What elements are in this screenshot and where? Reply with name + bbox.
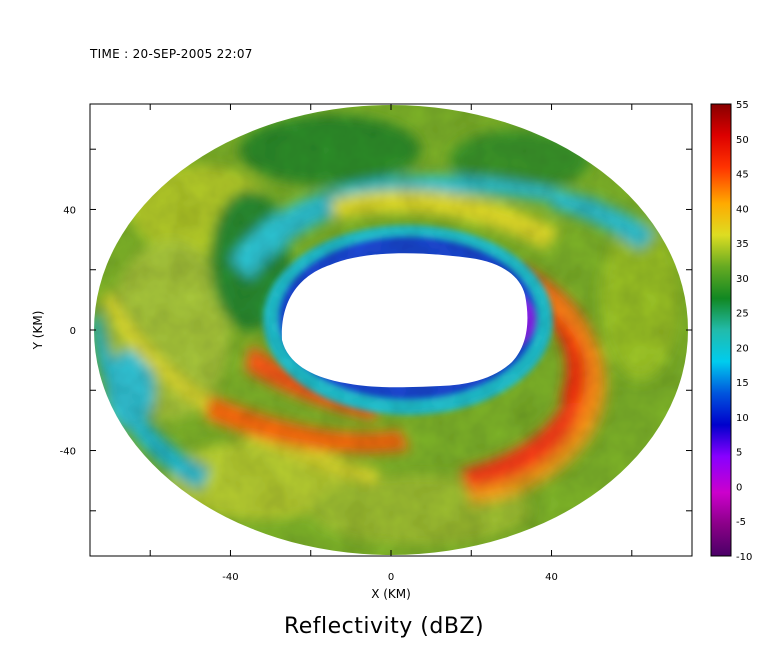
colorbar-label: 50 xyxy=(736,135,749,146)
colorbar-label: 45 xyxy=(736,170,749,181)
colorbar-label: 0 xyxy=(736,482,742,493)
colorbar-label: -5 xyxy=(736,517,746,528)
x-tick-label: 40 xyxy=(545,572,558,583)
colorbar-label: 20 xyxy=(736,343,749,354)
chart-title: Reflectivity (dBZ) xyxy=(283,614,485,639)
time-label: TIME : 20-SEP-2005 22:07 xyxy=(90,47,253,61)
colorbar-label: -10 xyxy=(736,552,752,563)
x-tick-label: 0 xyxy=(388,572,394,583)
y-axis-label: Y (KM) xyxy=(31,311,45,351)
axis-tick-labels: -40 0 40 -40 0 40 xyxy=(60,205,558,583)
colorbar-label: 25 xyxy=(736,309,749,320)
y-tick-label: 40 xyxy=(63,205,76,216)
x-axis-label: X (KM) xyxy=(371,587,411,601)
y-tick-label: 0 xyxy=(70,326,76,337)
colorbar-labels: -10 -5 0 5 10 15 20 25 30 35 40 45 50 55 xyxy=(736,100,752,563)
colorbar-label: 30 xyxy=(736,274,749,285)
axis-ticks xyxy=(90,104,692,556)
colorbar-label: 55 xyxy=(736,100,749,111)
colorbar-label: 40 xyxy=(736,204,749,215)
colorbar-label: 10 xyxy=(736,413,749,424)
colorbar-gradient xyxy=(710,103,732,557)
x-tick-label: -40 xyxy=(222,572,238,583)
colorbar-label: 15 xyxy=(736,378,749,389)
colorbar: -10 -5 0 5 10 15 20 25 30 35 40 45 50 55 xyxy=(710,100,752,563)
reflectivity-field xyxy=(94,105,688,555)
y-tick-label: -40 xyxy=(60,447,76,458)
no-data-eye xyxy=(281,253,528,388)
colorbar-label: 5 xyxy=(736,448,742,459)
colorbar-label: 35 xyxy=(736,239,749,250)
